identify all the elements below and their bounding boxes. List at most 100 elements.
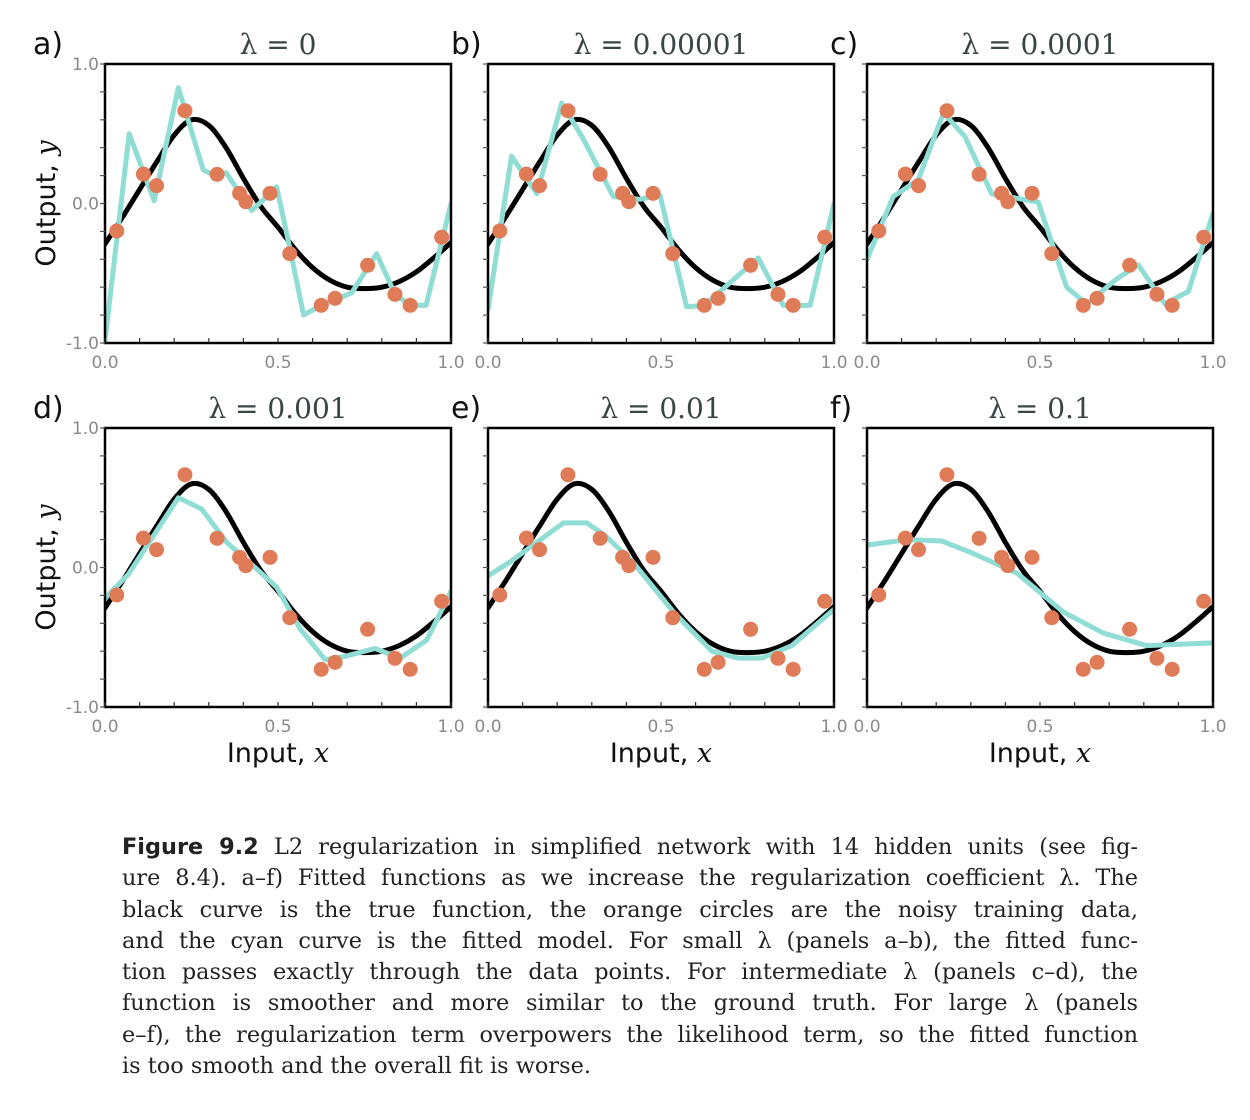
training-data-point <box>897 166 913 182</box>
training-data-point <box>817 229 833 245</box>
training-data-point <box>871 587 887 603</box>
training-data-point <box>149 542 165 558</box>
training-data-point <box>1149 286 1165 302</box>
panel-title: λ = 0.001 <box>208 392 347 425</box>
training-data-point <box>1089 290 1105 306</box>
panel-title: λ = 0.0001 <box>962 28 1119 61</box>
x-axis-label-var: x <box>1076 738 1091 769</box>
training-data-point <box>532 542 548 558</box>
x-tick-label: 0.0 <box>474 353 501 373</box>
caption-line: tion passes exactly through the data poi… <box>122 959 1138 986</box>
y-tick-label: 0.0 <box>72 195 99 215</box>
training-data-point <box>621 194 637 210</box>
training-data-point <box>282 246 298 262</box>
x-tick-label: 0.5 <box>264 717 291 737</box>
panel-b: b) λ = 0.00001 0.0 0.5 1.0 <box>451 27 848 373</box>
figure-caption: Figure 9.2 L2 regularization in simplifi… <box>122 832 1138 1082</box>
x-tick-label: 1.0 <box>437 353 464 373</box>
x-tick-label: 0.5 <box>647 353 674 373</box>
true-function-line <box>488 116 834 292</box>
training-data-point <box>785 297 801 313</box>
y-tick-label: -1.0 <box>66 334 99 354</box>
training-data-point <box>177 467 193 483</box>
training-data-point <box>149 178 165 194</box>
training-data-point <box>560 467 576 483</box>
fitted-model-line <box>488 520 834 661</box>
panel-f: f) λ = 0.1 0.0 0.5 1.0 Input, x <box>830 391 1227 769</box>
y-axis-label-var: y <box>31 140 62 157</box>
fitted-model-line <box>488 100 834 313</box>
training-data-point <box>434 593 450 609</box>
caption-line: and the cyan curve is the fitted model. … <box>122 927 1138 954</box>
training-data-point <box>238 194 254 210</box>
training-data-point <box>871 223 887 239</box>
x-axis-label-var: x <box>697 738 712 769</box>
training-data-point <box>743 257 759 273</box>
x-axis-label-var: x <box>314 738 329 769</box>
training-data-point <box>645 185 661 201</box>
training-data-point <box>1122 621 1138 637</box>
training-data-point <box>360 621 376 637</box>
training-data-point <box>911 178 927 194</box>
training-data-point <box>817 593 833 609</box>
panel-title: λ = 0 <box>240 28 317 61</box>
panel-letter: d) <box>33 391 64 426</box>
training-data-point <box>492 223 508 239</box>
training-data-point <box>1000 194 1016 210</box>
panel-title: λ = 0.1 <box>988 392 1092 425</box>
training-data-point <box>360 257 376 273</box>
training-data-point <box>665 246 681 262</box>
training-data-point <box>696 297 712 313</box>
panel-letter: e) <box>451 391 481 426</box>
training-data-point <box>135 530 151 546</box>
training-data-point <box>592 166 608 182</box>
true-function-line <box>105 480 451 656</box>
fitted-model-line <box>105 85 451 343</box>
x-axis-label: Input, x <box>610 738 712 769</box>
y-axis-label: Output, y <box>31 140 62 267</box>
plot-area <box>488 480 834 661</box>
plot-area <box>488 100 834 313</box>
y-tick-label: 1.0 <box>72 419 99 439</box>
x-tick-label: 0.0 <box>853 717 880 737</box>
x-axis-label-text: Input, <box>989 738 1076 769</box>
training-data-point <box>209 166 225 182</box>
training-data-point <box>1196 229 1212 245</box>
x-axis-label: Input, x <box>227 738 329 769</box>
y-axis-label-var: y <box>31 504 62 521</box>
x-tick-label: 1.0 <box>820 717 847 737</box>
training-data-point <box>434 229 450 245</box>
training-data-point <box>939 467 955 483</box>
training-data-point <box>770 286 786 302</box>
training-data-point <box>492 587 508 603</box>
training-data-point <box>518 530 534 546</box>
training-data-point <box>770 650 786 666</box>
training-data-point <box>710 290 726 306</box>
training-data-point <box>1024 185 1040 201</box>
training-data-point <box>1164 297 1180 313</box>
x-axis-label: Input, x <box>989 738 1091 769</box>
caption-line: function is smoother and more similar to… <box>122 990 1138 1017</box>
training-data-point <box>109 587 125 603</box>
panel-letter: a) <box>33 27 63 62</box>
training-data-point <box>313 661 329 677</box>
training-data-point <box>1075 297 1091 313</box>
fitted-model-line <box>867 537 1213 649</box>
caption-line: Figure 9.2 L2 regularization in simplifi… <box>122 834 1138 860</box>
y-axis-label: Output, y <box>31 504 62 631</box>
y-tick-label: -1.0 <box>66 698 99 718</box>
training-data-point <box>1089 654 1105 670</box>
training-data-point <box>262 185 278 201</box>
x-tick-label: 0.5 <box>647 717 674 737</box>
x-tick-label: 0.0 <box>853 353 880 373</box>
true-function-line <box>867 116 1213 292</box>
training-data-point <box>665 610 681 626</box>
y-tick-label: 0.0 <box>72 559 99 579</box>
training-data-point <box>1000 558 1016 574</box>
plot-area <box>105 480 451 663</box>
y-axis-label-text: Output, <box>31 156 62 267</box>
true-function-line <box>867 480 1213 656</box>
x-tick-label: 1.0 <box>1199 717 1226 737</box>
